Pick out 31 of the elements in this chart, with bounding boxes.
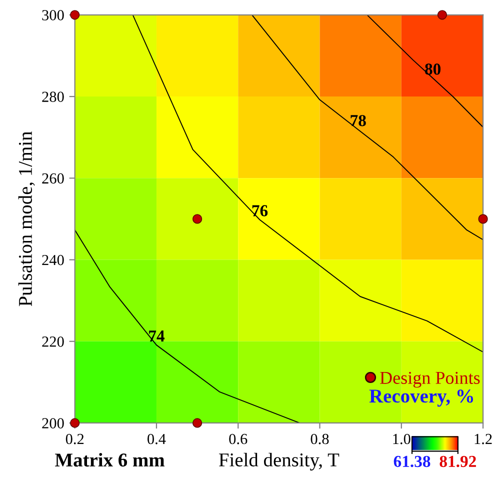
- color-bar-label: 81.92: [440, 456, 476, 468]
- y-tick-label: 300: [42, 10, 64, 20]
- line-series: [74, 229, 300, 423]
- point: [437, 10, 448, 20]
- text: Matrix 6 mm: [55, 452, 165, 467]
- x-tick-label: 1.2: [474, 434, 492, 444]
- x-tick-label: 0.6: [229, 434, 248, 444]
- point: [192, 418, 202, 428]
- line-series: [252, 14, 484, 240]
- annotation: 78: [350, 114, 366, 126]
- x-axis-title: Field density, T: [219, 452, 340, 471]
- x-tick-label: 0.4: [148, 434, 166, 444]
- line-series: [366, 14, 484, 128]
- annotation: 80: [425, 64, 441, 75]
- annotation: 76: [252, 205, 268, 216]
- point: [478, 214, 488, 224]
- y-tick-label: 240: [42, 254, 64, 266]
- annotation: 74: [149, 330, 165, 342]
- x-tick-label: 1.0: [393, 434, 410, 444]
- line-series: [132, 14, 484, 352]
- x-tick-label: 0.2: [66, 434, 84, 444]
- x-tick-label: 0.8: [310, 434, 329, 444]
- color-bar-label: 61.38: [394, 456, 430, 468]
- color-bar-title: Recovery, %: [369, 390, 474, 407]
- legend-label: Design Points: [380, 372, 480, 388]
- y-tick-label: 260: [42, 173, 64, 184]
- y-tick-label: 280: [42, 92, 64, 102]
- point: [192, 214, 202, 224]
- y-tick-label: 220: [42, 336, 64, 347]
- y-tick-label: 200: [42, 418, 64, 428]
- y-axis-title: Pulsation mode, 1/min: [18, 131, 35, 306]
